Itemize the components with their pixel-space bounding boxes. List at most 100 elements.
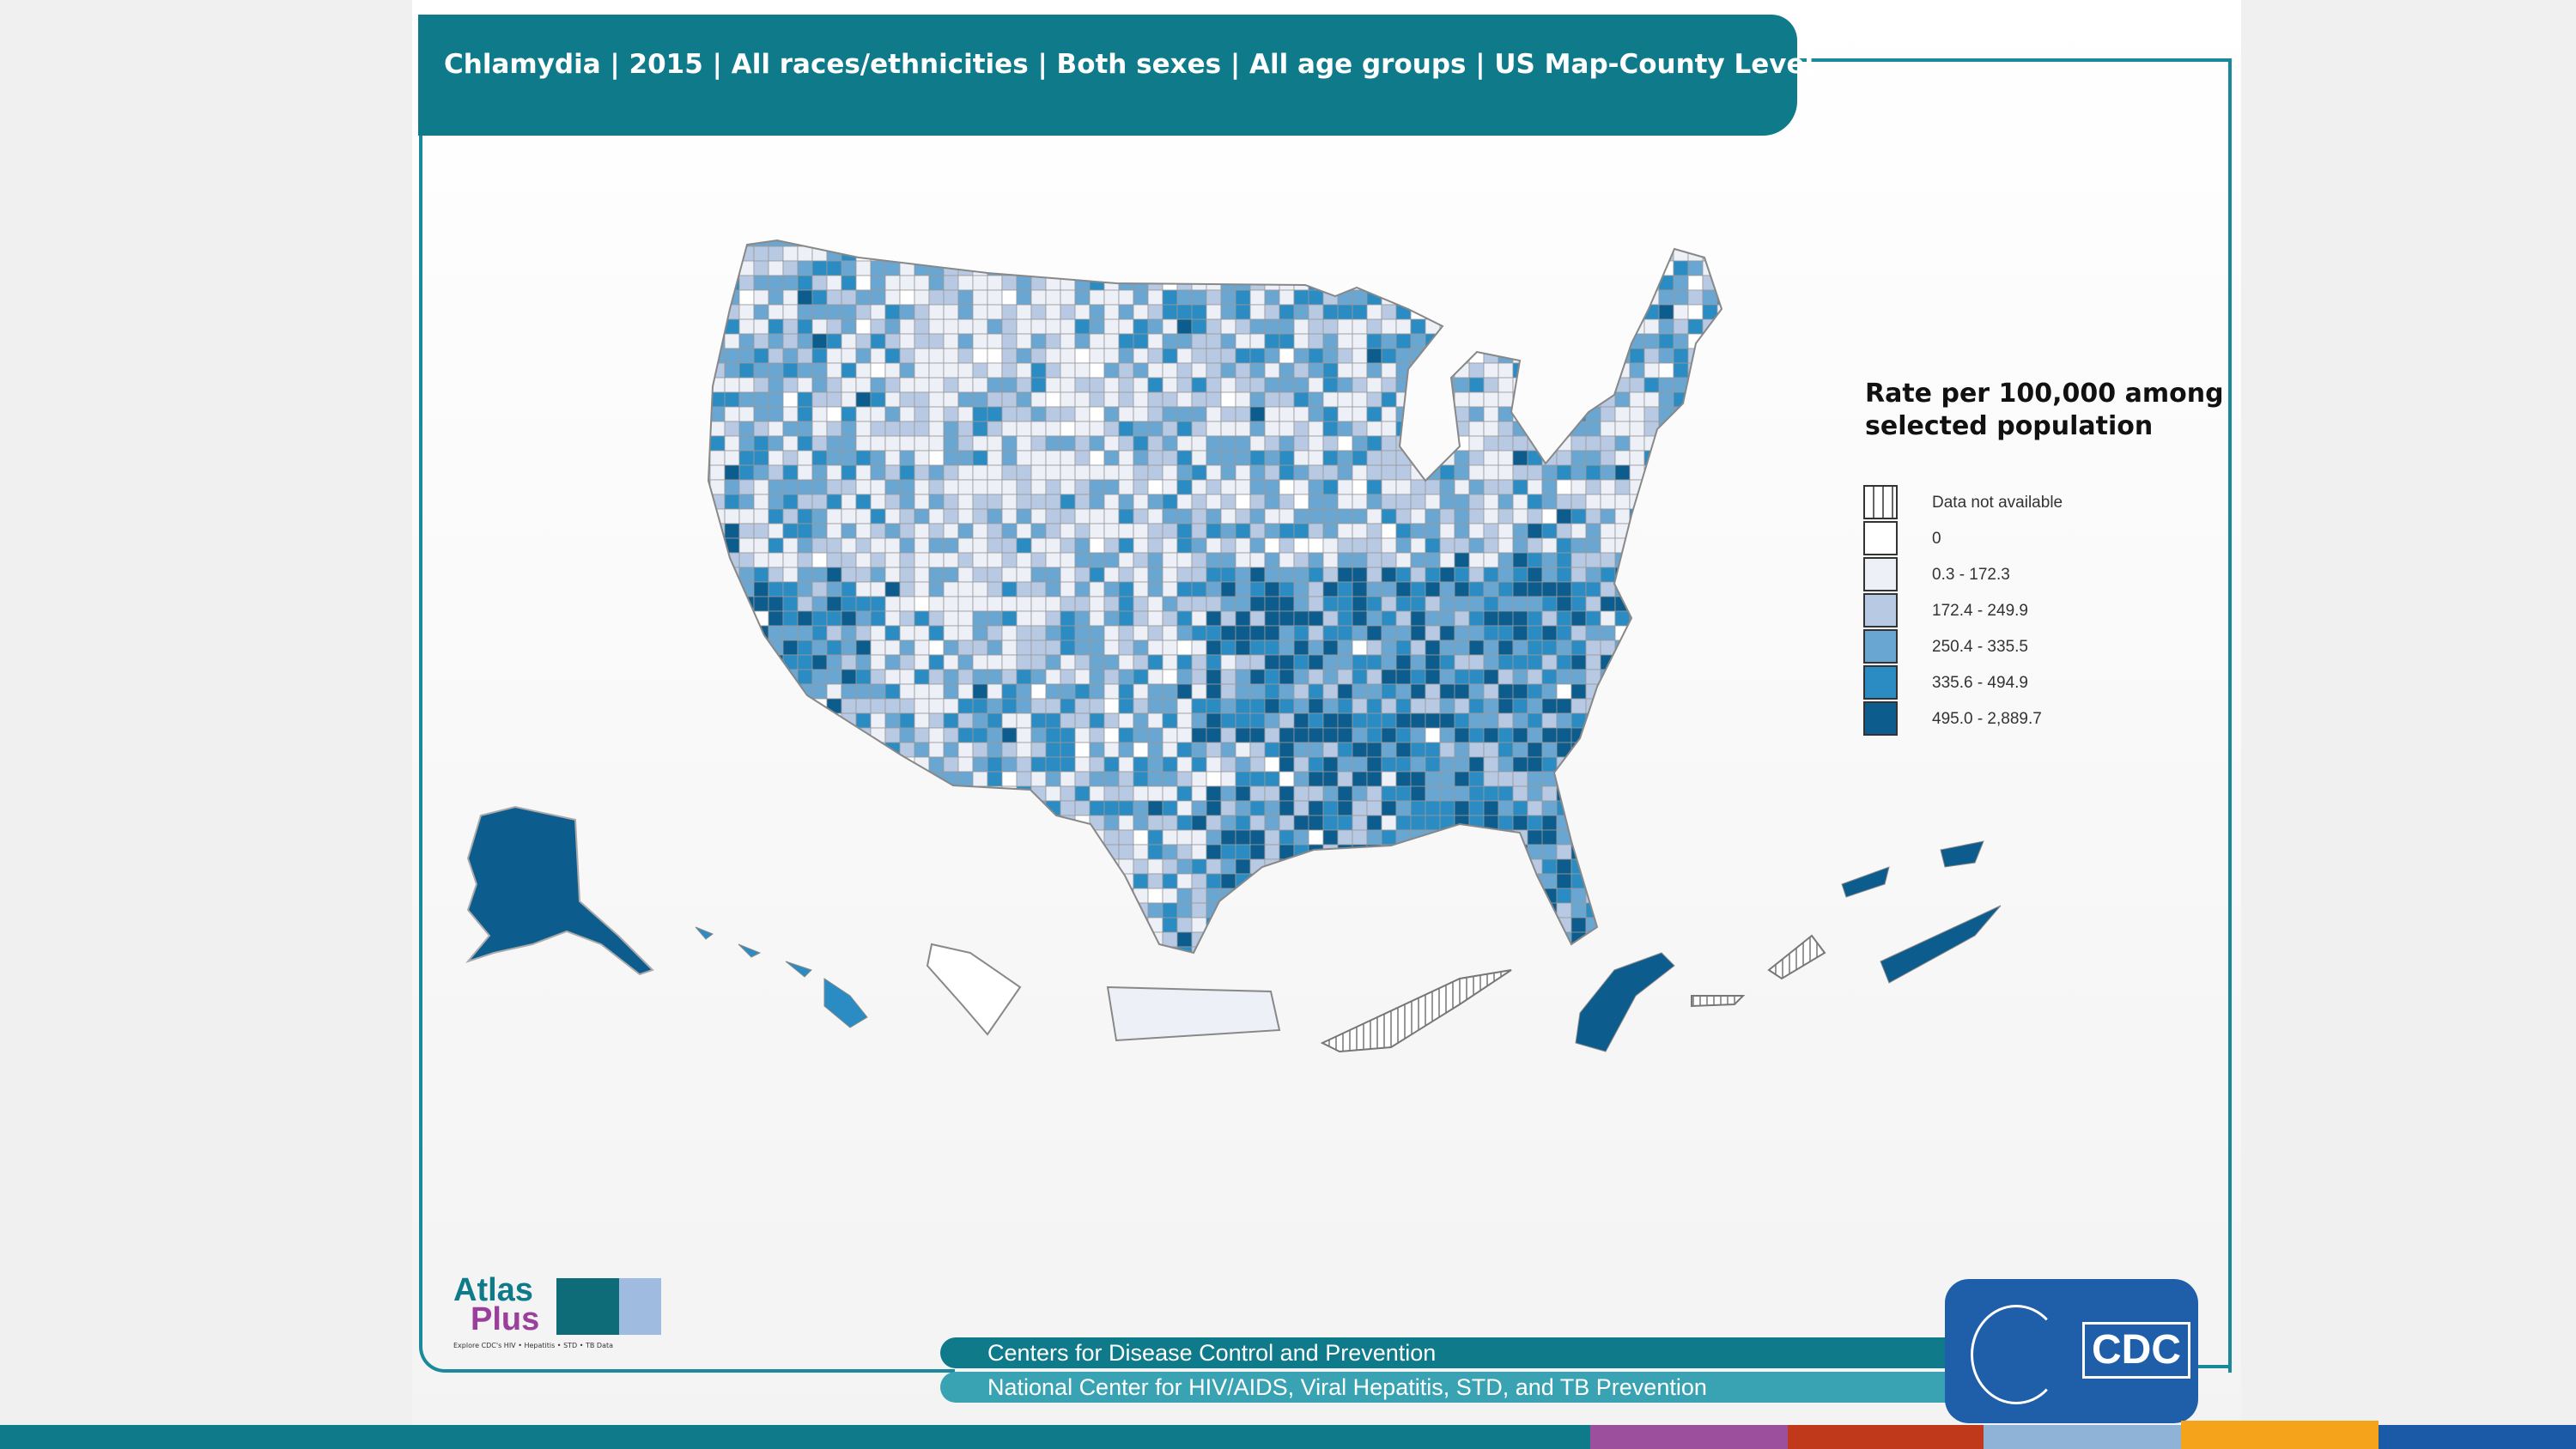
county: [1060, 421, 1076, 437]
county: [987, 610, 1003, 627]
county: [1337, 435, 1353, 452]
county: [1337, 406, 1353, 422]
county: [914, 931, 930, 948]
county: [841, 450, 857, 466]
county: [899, 362, 915, 379]
county: [768, 698, 784, 714]
county: [1118, 742, 1134, 758]
county: [1191, 756, 1207, 773]
county: [1716, 464, 1722, 481]
county: [1103, 742, 1120, 758]
county: [1133, 567, 1149, 583]
county: [1468, 727, 1485, 743]
county: [914, 508, 930, 524]
county: [1395, 858, 1412, 875]
county: [708, 275, 711, 291]
county: [1045, 946, 1061, 953]
county: [1643, 844, 1660, 860]
county: [870, 537, 886, 554]
county: [768, 756, 784, 773]
county: [1030, 391, 1047, 408]
county: [1614, 756, 1631, 773]
county: [928, 421, 945, 437]
county: [987, 406, 1003, 422]
county: [914, 800, 930, 816]
county: [797, 640, 813, 656]
county: [1220, 275, 1236, 291]
county: [1614, 246, 1631, 262]
county: [884, 289, 901, 306]
county: [1352, 742, 1368, 758]
county: [884, 260, 901, 276]
county: [1556, 669, 1572, 685]
county: [1264, 435, 1280, 452]
county: [1322, 318, 1339, 335]
county: [1512, 785, 1528, 802]
county: [1074, 902, 1091, 919]
county: [1293, 275, 1309, 291]
county: [1366, 946, 1382, 953]
county: [724, 523, 740, 539]
county: [1483, 240, 1499, 247]
county: [1512, 698, 1528, 714]
county: [1556, 888, 1572, 904]
county: [1454, 771, 1470, 787]
county: [1308, 902, 1324, 919]
county: [1206, 523, 1222, 539]
county: [1556, 727, 1572, 743]
county: [708, 421, 711, 437]
county: [1030, 304, 1047, 320]
county: [738, 333, 755, 349]
county: [841, 683, 857, 700]
county: [1643, 567, 1660, 583]
county: [943, 829, 959, 846]
county: [899, 683, 915, 700]
county: [1395, 567, 1412, 583]
atlas-logo-line1: Atlas: [453, 1272, 533, 1308]
county: [1162, 858, 1178, 875]
county: [1074, 289, 1091, 306]
county: [914, 567, 930, 583]
county: [1322, 406, 1339, 422]
county: [1220, 479, 1236, 495]
county: [1732, 626, 1747, 640]
county: [1337, 829, 1353, 846]
county: [709, 654, 726, 670]
county: [943, 742, 959, 758]
county: [1556, 246, 1572, 262]
county: [1074, 669, 1091, 685]
county: [855, 318, 872, 335]
county: [972, 508, 988, 524]
county: [1220, 362, 1236, 379]
county: [1060, 742, 1076, 758]
county: [1162, 421, 1178, 437]
county: [1030, 581, 1047, 597]
county: [1716, 669, 1722, 685]
county: [1395, 888, 1412, 904]
county: [1089, 727, 1105, 743]
county: [1074, 800, 1091, 816]
county: [1118, 523, 1134, 539]
county: [1527, 362, 1543, 379]
county: [1454, 246, 1470, 262]
county: [1147, 888, 1163, 904]
county: [1352, 727, 1368, 743]
county: [768, 362, 784, 379]
county: [870, 917, 886, 933]
county: [1322, 240, 1339, 247]
county: [1337, 785, 1353, 802]
county: [709, 246, 726, 262]
county: [1249, 800, 1266, 816]
county: [826, 348, 842, 364]
county: [1118, 479, 1134, 495]
county: [1483, 464, 1499, 481]
county: [1732, 363, 1747, 378]
county: [1527, 800, 1543, 816]
county: [738, 318, 755, 335]
county: [1206, 683, 1222, 700]
county: [724, 581, 740, 597]
county: [753, 435, 769, 452]
county: [1716, 596, 1722, 612]
county: [972, 581, 988, 597]
county: [1293, 698, 1309, 714]
